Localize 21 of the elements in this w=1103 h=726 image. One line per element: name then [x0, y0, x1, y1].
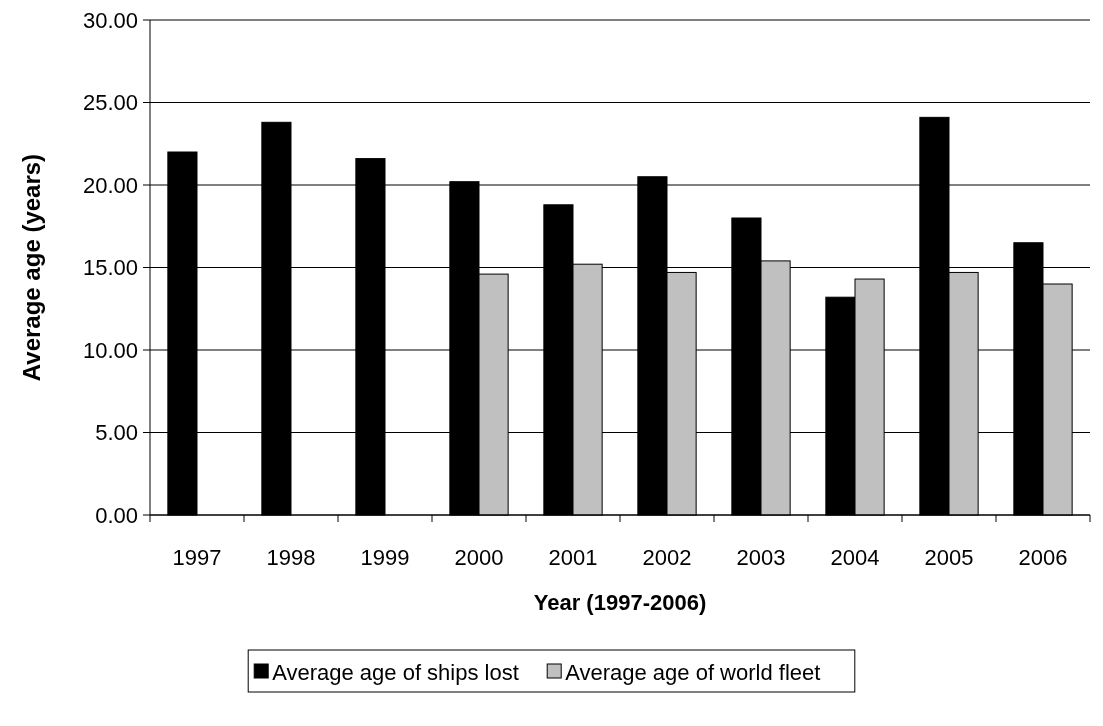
x-tick-label: 2005: [924, 545, 974, 570]
y-tick-label: 20.00: [82, 172, 138, 198]
x-tick-label: 2006: [1018, 545, 1068, 570]
x-tick-label: 2000: [454, 545, 504, 570]
x-tick-label: 2004: [830, 545, 880, 570]
x-tick-label: 1997: [172, 545, 222, 570]
y-tick-label: 15.00: [82, 255, 138, 281]
y-axis-title: Average age (years): [18, 153, 45, 382]
x-tick-label: 2003: [736, 545, 786, 570]
x-tick-label: 2002: [642, 545, 692, 570]
x-tick-label: 2001: [548, 545, 598, 570]
legend-label: Average age of ships lost: [272, 659, 519, 685]
y-tick-label: 30.00: [82, 7, 138, 33]
y-tick-label: 5.00: [95, 420, 138, 446]
x-tick-label: 1998: [266, 545, 316, 570]
legend-label: Average age of world fleet: [565, 659, 821, 685]
y-tick-label: 10.00: [82, 337, 138, 363]
x-axis-title: Year (1997-2006): [533, 590, 707, 615]
y-tick-label: 0.00: [95, 502, 138, 528]
x-tick-label: 1999: [360, 545, 410, 570]
y-tick-label: 25.00: [82, 90, 138, 116]
